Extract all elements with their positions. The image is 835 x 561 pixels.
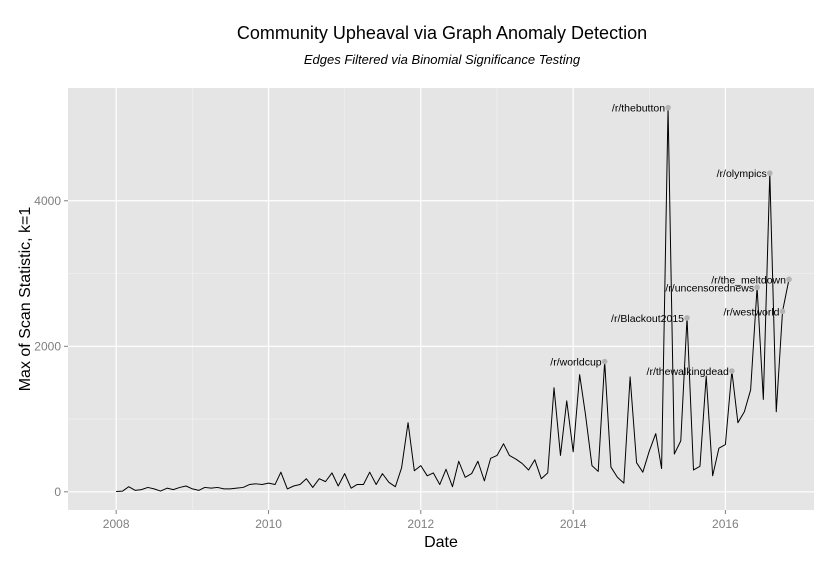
- y-axis: 0 2000 4000: [34, 194, 68, 499]
- annotation-points: [601, 104, 792, 374]
- x-tick-label: 2016: [712, 517, 739, 531]
- y-tick-label: 0: [54, 485, 61, 499]
- x-tick-label: 2014: [560, 517, 587, 531]
- annotation-label: /r/thewalkingdead: [647, 366, 729, 378]
- annotation-label: /r/Blackout2015: [611, 313, 684, 325]
- x-axis: 2008 2010 2012 2014 2016: [103, 510, 739, 531]
- plot-panel: [68, 88, 814, 510]
- y-tick-label: 2000: [34, 339, 61, 353]
- annotation-label: /r/olympics: [717, 168, 767, 180]
- annotation-point: [754, 284, 760, 291]
- annotation-point: [665, 104, 671, 111]
- x-tick-label: 2008: [103, 517, 130, 531]
- annotation-label: /r/the_meltdown: [711, 274, 786, 286]
- annotation-point: [601, 358, 608, 365]
- annotation-point: [779, 308, 786, 315]
- annotation-label: /r/uncensorednews: [665, 282, 754, 294]
- annotation-point: [766, 170, 773, 176]
- annotation-point: [729, 368, 735, 374]
- x-tick-label: 2012: [407, 517, 434, 531]
- series-layer: [116, 107, 790, 492]
- annotation-label: /r/westworld: [724, 306, 780, 318]
- series-line: [116, 107, 790, 492]
- x-tick-label: 2010: [255, 517, 282, 531]
- chart-subtitle: Edges Filtered via Binomial Significance…: [304, 52, 581, 67]
- annotation-point: [786, 276, 792, 283]
- annotation-labels: /r/worldcup/r/thebutton/r/Blackout2015/r…: [550, 103, 786, 378]
- chart-title: Community Upheaval via Graph Anomaly Det…: [237, 23, 647, 43]
- y-tick-label: 4000: [34, 194, 61, 208]
- x-axis-label: Date: [424, 534, 458, 551]
- y-axis-label: Max of Scan Statistic, k=1: [17, 207, 34, 392]
- annotation-point: [684, 315, 690, 321]
- annotation-label: /r/worldcup: [550, 357, 602, 369]
- grid-lines: [68, 88, 814, 510]
- annotation-label: /r/thebutton: [612, 103, 665, 115]
